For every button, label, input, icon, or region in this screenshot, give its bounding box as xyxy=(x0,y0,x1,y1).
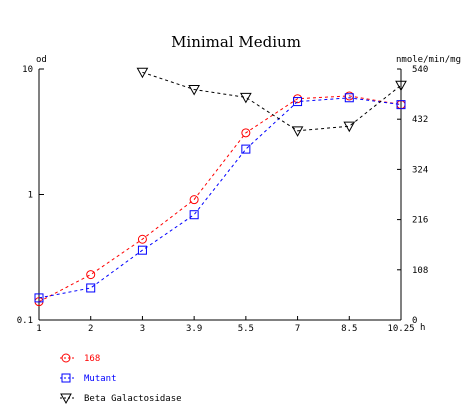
chart-title: Minimal Medium xyxy=(171,33,301,51)
right-tick-label: 216 xyxy=(412,216,428,226)
right-tick-label: 432 xyxy=(412,115,428,125)
data-point xyxy=(189,210,199,220)
left-tick-label: 10 xyxy=(22,65,33,75)
right-axis-ticks: 0 108 216 324 432 540 xyxy=(397,65,428,326)
x-tick-label: 8.5 xyxy=(341,324,357,334)
x-tick-label: 7 xyxy=(295,324,300,334)
data-point xyxy=(188,84,200,96)
data-point xyxy=(344,93,354,103)
data-point xyxy=(86,283,96,293)
right-tick-label: 540 xyxy=(412,65,428,75)
data-point xyxy=(395,80,407,92)
data-point xyxy=(136,67,149,79)
series-line xyxy=(142,71,402,132)
right-tick-label: 324 xyxy=(412,165,428,175)
legend-item: Mutant xyxy=(60,373,117,384)
right-tick-label: 0 xyxy=(412,316,417,326)
data-point xyxy=(241,128,251,138)
legend-marker xyxy=(61,373,71,383)
data-point xyxy=(137,234,147,244)
legend-marker xyxy=(60,393,72,405)
data-point xyxy=(86,270,96,280)
x-tick-label: 10.25 xyxy=(387,324,414,334)
series-2 xyxy=(34,93,406,303)
data-point xyxy=(34,293,44,303)
data-point xyxy=(241,144,251,154)
x-axis-unit: h xyxy=(420,323,425,333)
data-point xyxy=(240,92,252,104)
series-1 xyxy=(34,91,406,307)
legend-item: 168 xyxy=(60,353,100,364)
data-point xyxy=(343,121,356,133)
right-tick-label: 108 xyxy=(412,266,428,276)
series-3 xyxy=(136,67,407,137)
x-tick-label: 2 xyxy=(88,324,93,334)
data-point xyxy=(291,126,304,137)
legend: 168 Mutant Beta Galactosidase xyxy=(60,353,182,405)
legend-item: Beta Galactosidase xyxy=(60,393,182,405)
legend-label: 168 xyxy=(84,354,100,364)
legend-label: Mutant xyxy=(84,374,117,384)
series-line xyxy=(38,95,402,303)
data-point xyxy=(189,195,199,205)
legend-label: Beta Galactosidase xyxy=(84,394,182,404)
left-tick-label: 0.1 xyxy=(17,316,33,326)
data-point xyxy=(396,100,406,110)
x-axis-ticks: 1 2 3 3.9 5.5 7 8.5 10.25 xyxy=(36,316,415,334)
left-tick-label: 1 xyxy=(28,191,33,201)
series-layer xyxy=(34,67,407,307)
x-tick-label: 5.5 xyxy=(238,324,254,334)
x-tick-label: 3 xyxy=(140,324,145,334)
x-tick-label: 1 xyxy=(36,324,41,334)
axes xyxy=(38,69,402,321)
left-axis-label: od xyxy=(36,55,47,65)
data-point xyxy=(137,245,147,255)
data-point xyxy=(293,97,303,107)
x-tick-label: 3.9 xyxy=(186,324,202,334)
right-axis-label: nmole/min/mg xyxy=(396,55,461,65)
series-line xyxy=(38,97,402,299)
legend-marker xyxy=(61,353,71,363)
left-axis-ticks: 0.1 1 10 xyxy=(17,65,44,326)
